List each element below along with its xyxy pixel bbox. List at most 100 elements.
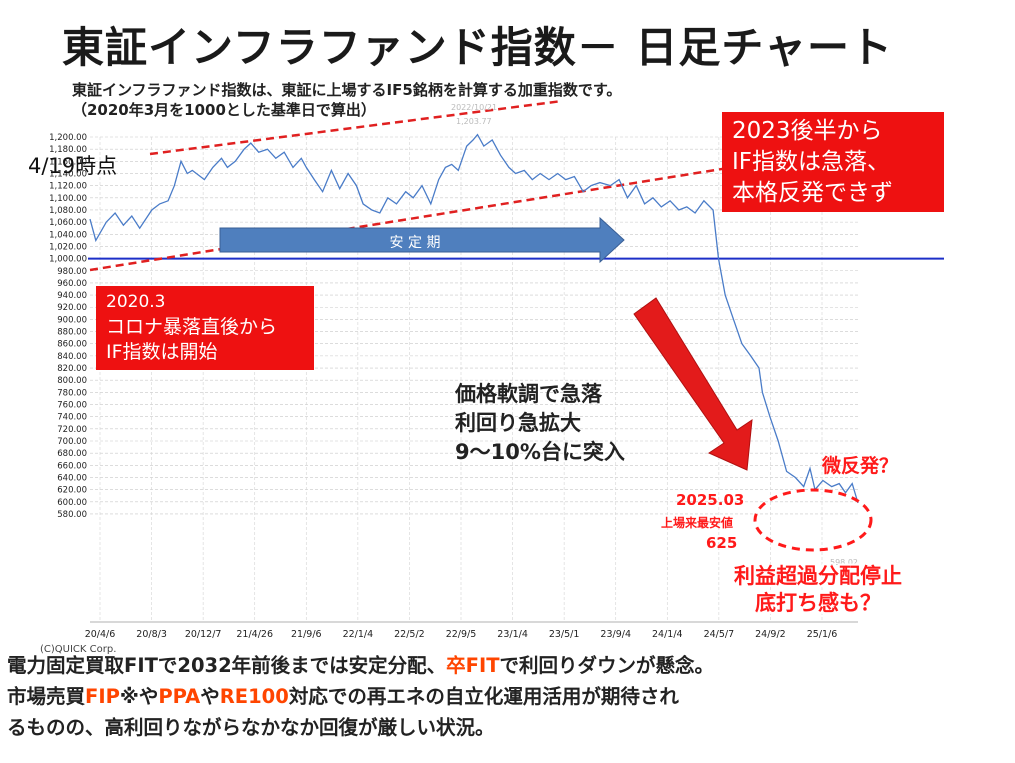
commentary-1a: 電力固定買取FITで2032年前後までは安定分配、	[7, 654, 447, 677]
y-tick-label: 1,000.00	[49, 255, 87, 265]
chart-subtitle: 東証インフラファンド指数は、東証に上場するIF5銘柄を計算する加重指数です。 （…	[72, 80, 621, 120]
subtitle-line-2: （2020年3月を1000とした基準日で算出）	[72, 101, 376, 119]
note-2020-line-2: コロナ暴落直後から	[106, 316, 278, 338]
x-tick-label: 22/1/4	[343, 629, 374, 640]
note-2020-box: 2020.3 コロナ暴落直後から IF指数は開始	[96, 286, 314, 370]
x-tick-label: 24/5/7	[704, 629, 735, 640]
commentary-1b: で利回りダウンが懸念。	[499, 654, 715, 677]
y-tick-label: 1,080.00	[49, 206, 87, 216]
y-tick-label: 780.00	[57, 388, 87, 398]
y-tick-label: 1,020.00	[49, 242, 87, 252]
y-tick-label: 1,140.00	[49, 169, 87, 179]
x-tick-label: 24/1/4	[652, 629, 683, 640]
x-tick-label: 23/9/4	[600, 629, 631, 640]
decline-line-3: 9～10%台に突入	[455, 440, 625, 464]
y-tick-label: 800.00	[57, 376, 87, 386]
rebound-annotation: 微反発？	[822, 455, 899, 477]
y-tick-label: 1,100.00	[49, 194, 87, 204]
decline-line-1: 価格軟調で急落	[455, 382, 602, 406]
commentary-2b: ※や	[119, 685, 159, 708]
y-tick-label: 1,180.00	[49, 145, 87, 155]
stable-period-arrow: 安 定 期	[219, 216, 625, 264]
x-tick-label: 20/8/3	[136, 629, 167, 640]
y-tick-label: 700.00	[57, 437, 87, 447]
decline-line-2: 利回り急拡大	[455, 411, 581, 435]
stop-line-1: 利益超過分配停止	[734, 564, 902, 588]
last-value-label: 598.02	[830, 558, 858, 567]
y-tick-label: 740.00	[57, 413, 87, 423]
note-2020-line-3: IF指数は開始	[106, 341, 218, 363]
stop-line-2: 底打ち感も？	[755, 591, 881, 615]
y-tick-label: 660.00	[57, 461, 87, 471]
y-tick-label: 1,160.00	[49, 157, 87, 167]
y-tick-label: 600.00	[57, 498, 87, 508]
y-tick-label: 620.00	[57, 486, 87, 496]
x-axis-ticks: 20/4/6 20/8/3 20/12/7 21/4/26 21/9/6 22/1/4 22…	[85, 629, 838, 640]
note-2023-line-1: 2023後半から	[732, 118, 883, 144]
commentary-2-highlight-fip: FIP	[85, 685, 120, 708]
y-tick-label: 900.00	[57, 315, 87, 325]
stable-period-label: 安 定 期	[390, 235, 441, 251]
y-tick-label: 720.00	[57, 425, 87, 435]
y-tick-label: 580.00	[57, 510, 87, 520]
commentary-2d: 対応での再エネの自立化運用活用が期待され	[288, 685, 679, 708]
note-2023-box: 2023後半から IF指数は急落、 本格反発できず	[722, 112, 944, 212]
note-2020-line-1: 2020.3	[106, 292, 166, 312]
y-tick-label: 820.00	[57, 364, 87, 374]
bottom-ellipse	[753, 488, 873, 552]
x-tick-label: 21/4/26	[236, 629, 273, 640]
y-tick-label: 880.00	[57, 328, 87, 338]
subtitle-line-1: 東証インフラファンド指数は、東証に上場するIF5銘柄を計算する加重指数です。	[72, 81, 622, 99]
x-tick-label: 22/9/5	[446, 629, 477, 640]
note-2023-line-2: IF指数は急落、	[732, 149, 891, 175]
y-tick-label: 680.00	[57, 449, 87, 459]
commentary-line-1: 電力固定買取FITで2032年前後までは安定分配、卒FITで利回りダウンが懸念。	[7, 650, 714, 681]
y-tick-label: 960.00	[57, 279, 87, 289]
low-date-annotation: 2025.03	[676, 491, 745, 509]
y-tick-label: 1,040.00	[49, 230, 87, 240]
y-tick-label: 860.00	[57, 340, 87, 350]
commentary-1-highlight: 卒FIT	[446, 654, 500, 677]
low-value-annotation: 625	[706, 534, 738, 552]
as-of-label: 4/19時点	[28, 154, 118, 178]
distribution-stop-annotation: 利益超過分配停止 底打ち感も？	[734, 563, 902, 617]
peak-value-label: 1,203.77	[456, 117, 492, 126]
commentary-2-highlight-re100: RE100	[219, 685, 289, 708]
x-tick-label: 20/12/7	[185, 629, 222, 640]
index-series-line	[89, 133, 859, 504]
y-tick-label: 760.00	[57, 401, 87, 411]
y-tick-label: 1,060.00	[49, 218, 87, 228]
commentary-2-highlight-ppa: PPA	[158, 685, 201, 708]
decline-annotation: 価格軟調で急落 利回り急拡大 9～10%台に突入	[455, 380, 625, 467]
y-tick-label: 920.00	[57, 303, 87, 313]
stable-arrow-shape	[219, 216, 625, 264]
x-tick-label: 22/5/2	[394, 629, 425, 640]
commentary-line-2: 市場売買FIP※やPPAやRE100対応での再エネの自立化運用活用が期待され	[7, 681, 714, 712]
x-tick-label: 23/1/4	[497, 629, 528, 640]
commentary-line-3: るものの、高利回りながらなかなか回復が厳しい状況。	[7, 716, 495, 739]
note-2023-line-3: 本格反発できず	[732, 180, 893, 206]
x-tick-label: 21/9/6	[291, 629, 322, 640]
x-tick-label: 20/4/6	[85, 629, 116, 640]
bottom-commentary: 電力固定買取FITで2032年前後までは安定分配、卒FITで利回りダウンが懸念。…	[7, 650, 714, 743]
y-tick-label: 940.00	[57, 291, 87, 301]
x-tick-label: 24/9/2	[755, 629, 786, 640]
commentary-2a: 市場売買	[7, 685, 86, 708]
y-tick-label: 1,120.00	[49, 182, 87, 192]
x-tick-label: 25/1/6	[807, 629, 838, 640]
y-axis-ticks: 1,200.00 1,180.00 1,160.00 1,140.00 1,120.00…	[49, 133, 87, 520]
y-tick-label: 840.00	[57, 352, 87, 362]
page-title: 東証インフラファンド指数－ 日足チャート	[62, 23, 893, 72]
x-tick-label: 23/5/1	[549, 629, 580, 640]
lower-trend-line	[89, 166, 729, 272]
peak-date-label: 2022/10/21	[451, 103, 497, 112]
y-tick-label: 980.00	[57, 267, 87, 277]
upper-trend-line	[149, 99, 563, 156]
commentary-2c: や	[200, 685, 220, 708]
low-label-annotation: 上場来最安値	[661, 516, 734, 530]
y-tick-label: 1,200.00	[49, 133, 87, 143]
decline-arrow	[633, 297, 753, 471]
copyright-label: (C)QUICK Corp.	[40, 644, 116, 655]
y-tick-label: 640.00	[57, 473, 87, 483]
